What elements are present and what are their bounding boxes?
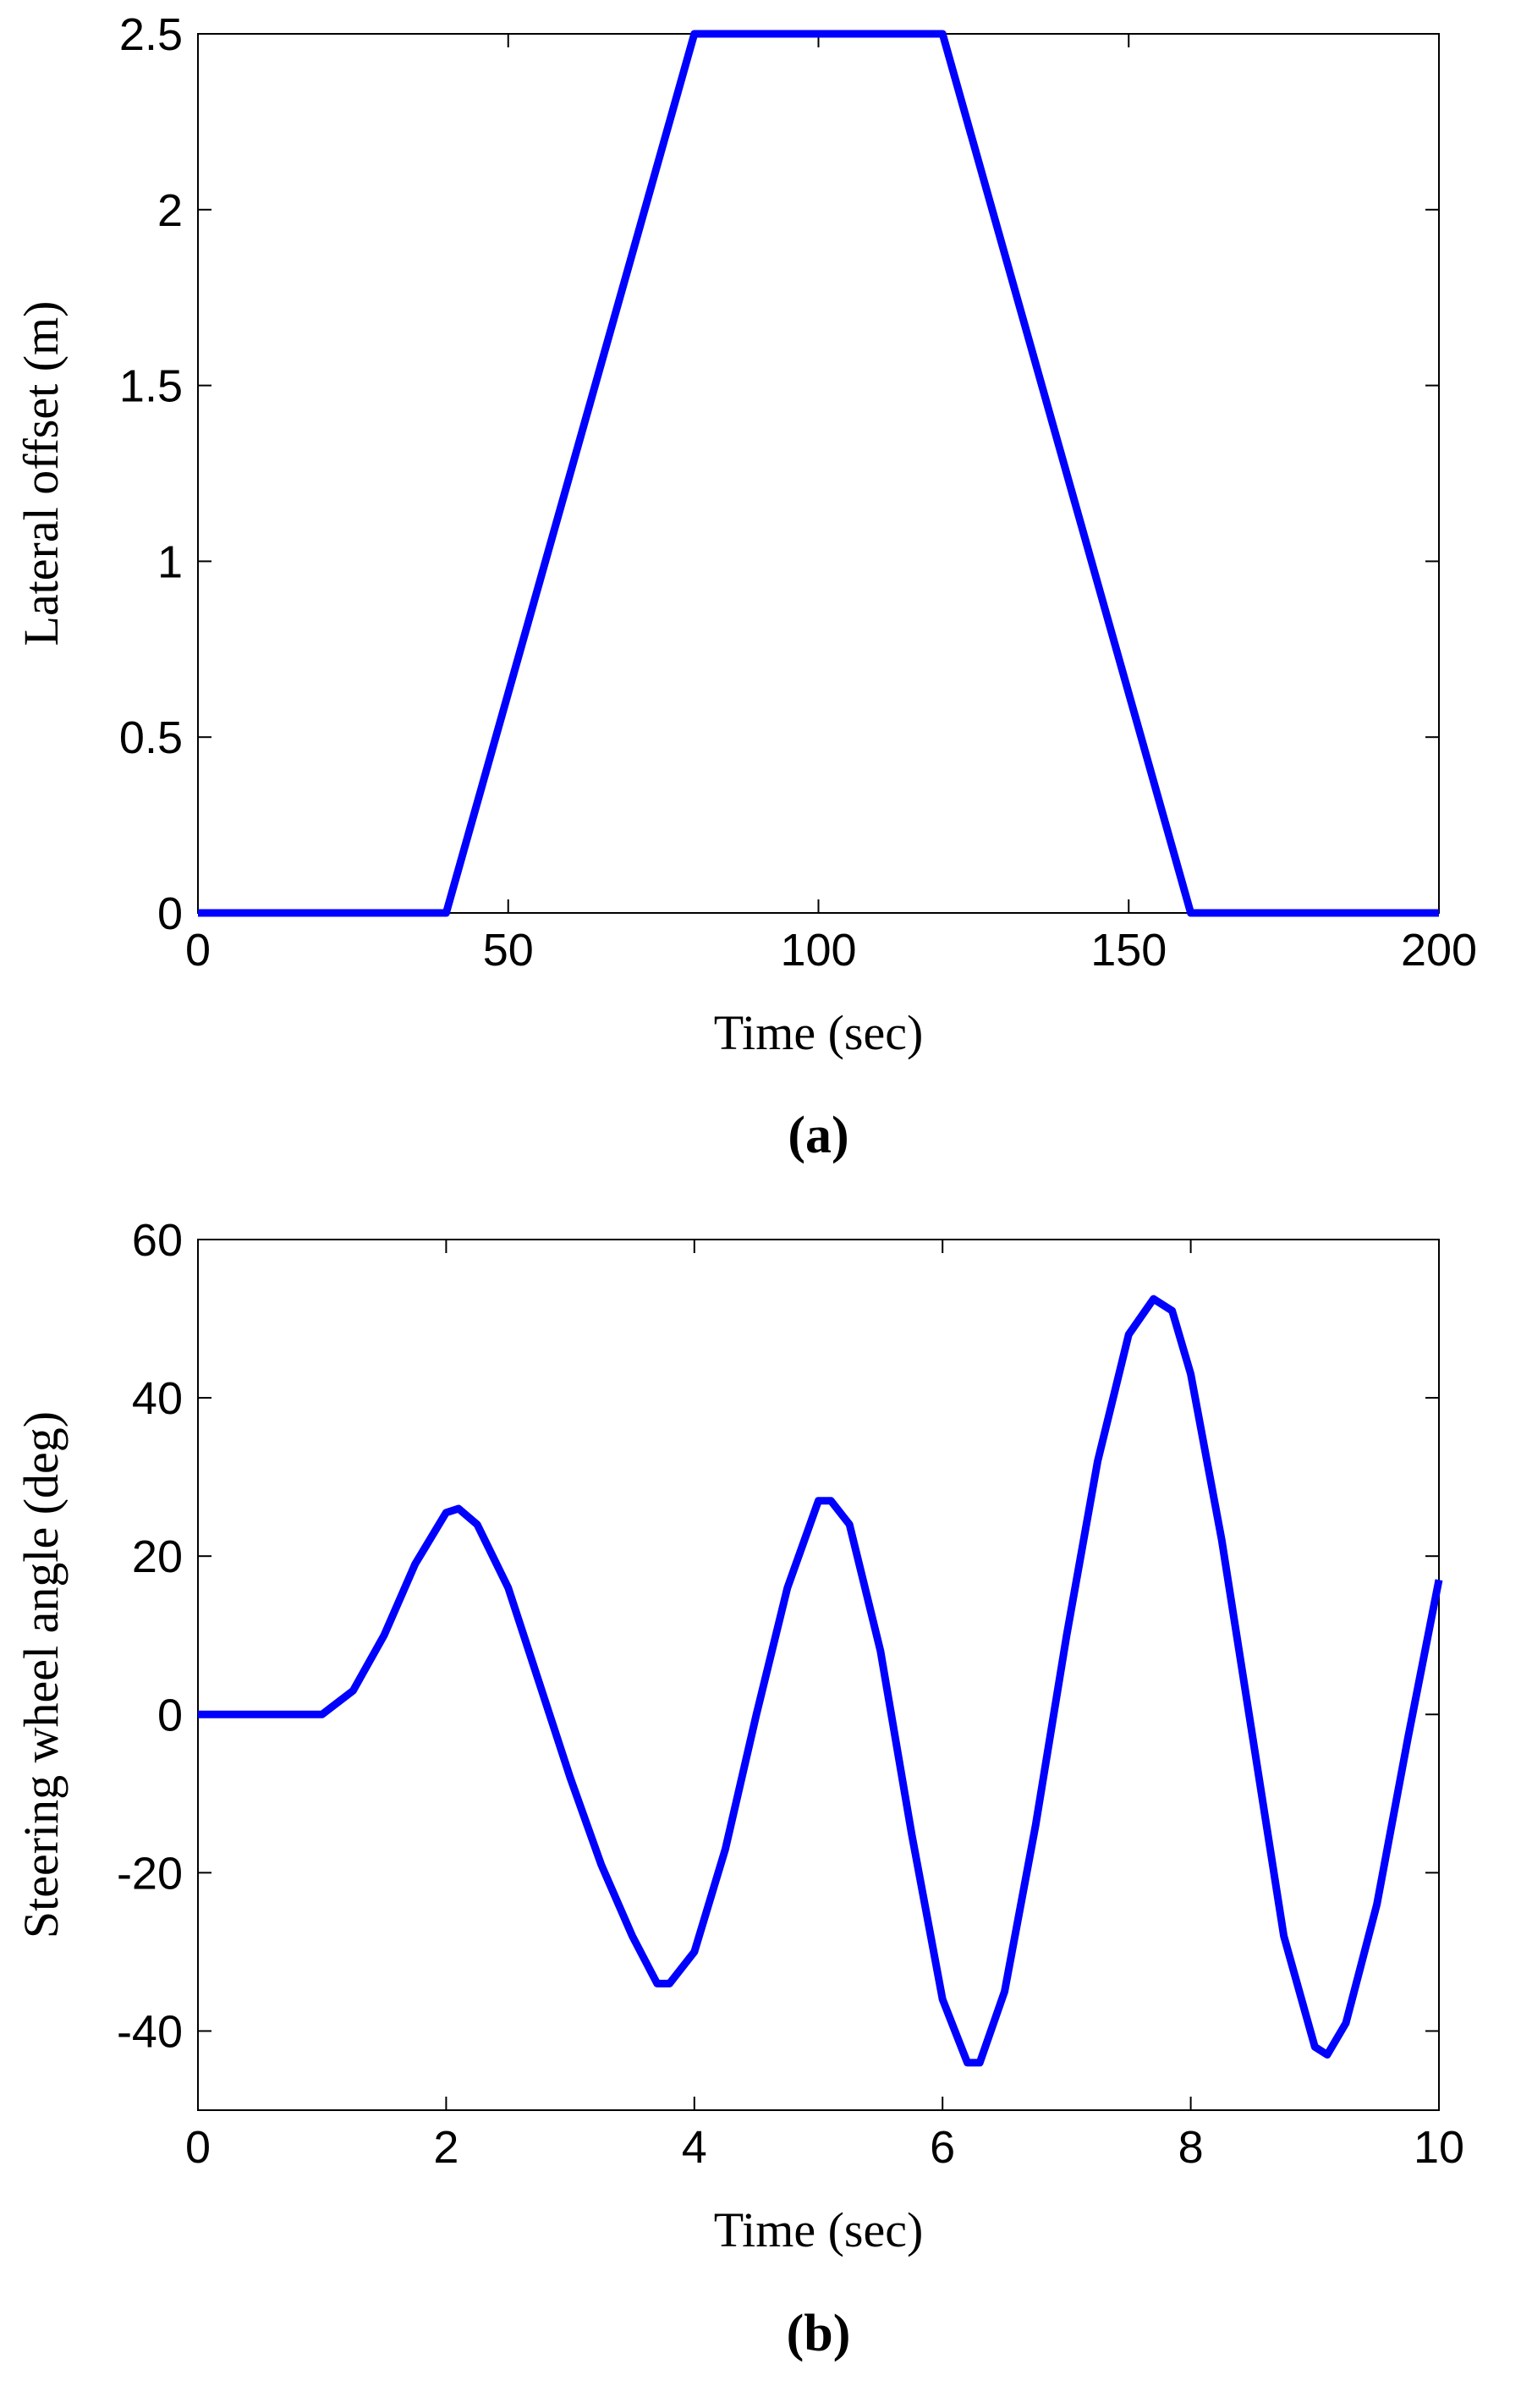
caption: (a) (788, 1107, 848, 1164)
data-line (198, 30, 1439, 917)
y-tick-label: 60 (132, 1215, 183, 1266)
x-tick-label: 4 (682, 2122, 707, 2173)
y-tick-label: 2 (157, 185, 183, 236)
x-tick-label: 150 (1090, 925, 1167, 976)
y-tick-label: 0 (157, 888, 183, 939)
x-axis-label: Time (sec) (714, 2202, 924, 2257)
y-tick-label: 20 (132, 1531, 183, 1582)
x-axis-label: Time (sec) (714, 1005, 924, 1060)
x-tick-label: 200 (1401, 925, 1477, 976)
y-tick-label: 1.5 (119, 361, 183, 412)
x-tick-label: 8 (1178, 2122, 1204, 2173)
plot-area (197, 33, 1440, 914)
x-tick-label: 100 (780, 925, 856, 976)
x-tick-label: 0 (185, 925, 211, 976)
y-tick-label: 1 (157, 536, 183, 587)
x-tick-label: 50 (483, 925, 534, 976)
data-line (198, 1295, 1443, 2067)
y-tick-label: 0 (157, 1690, 183, 1740)
x-tick-label: 2 (433, 2122, 458, 2173)
y-tick-label: 0.5 (119, 712, 183, 763)
plot-area (197, 1239, 1440, 2111)
y-tick-label: 2.5 (119, 9, 183, 60)
y-axis-label: Steering wheel angle (deg) (14, 1411, 69, 1938)
y-axis-label: Lateral offset (m) (14, 301, 69, 646)
y-tick-label: 40 (132, 1373, 183, 1424)
y-tick-label: -40 (117, 2006, 183, 2057)
x-tick-label: 10 (1414, 2122, 1464, 2173)
caption: (b) (787, 2305, 851, 2362)
x-tick-label: 0 (185, 2122, 211, 2173)
x-tick-label: 6 (930, 2122, 955, 2173)
y-tick-label: -20 (117, 1848, 183, 1899)
